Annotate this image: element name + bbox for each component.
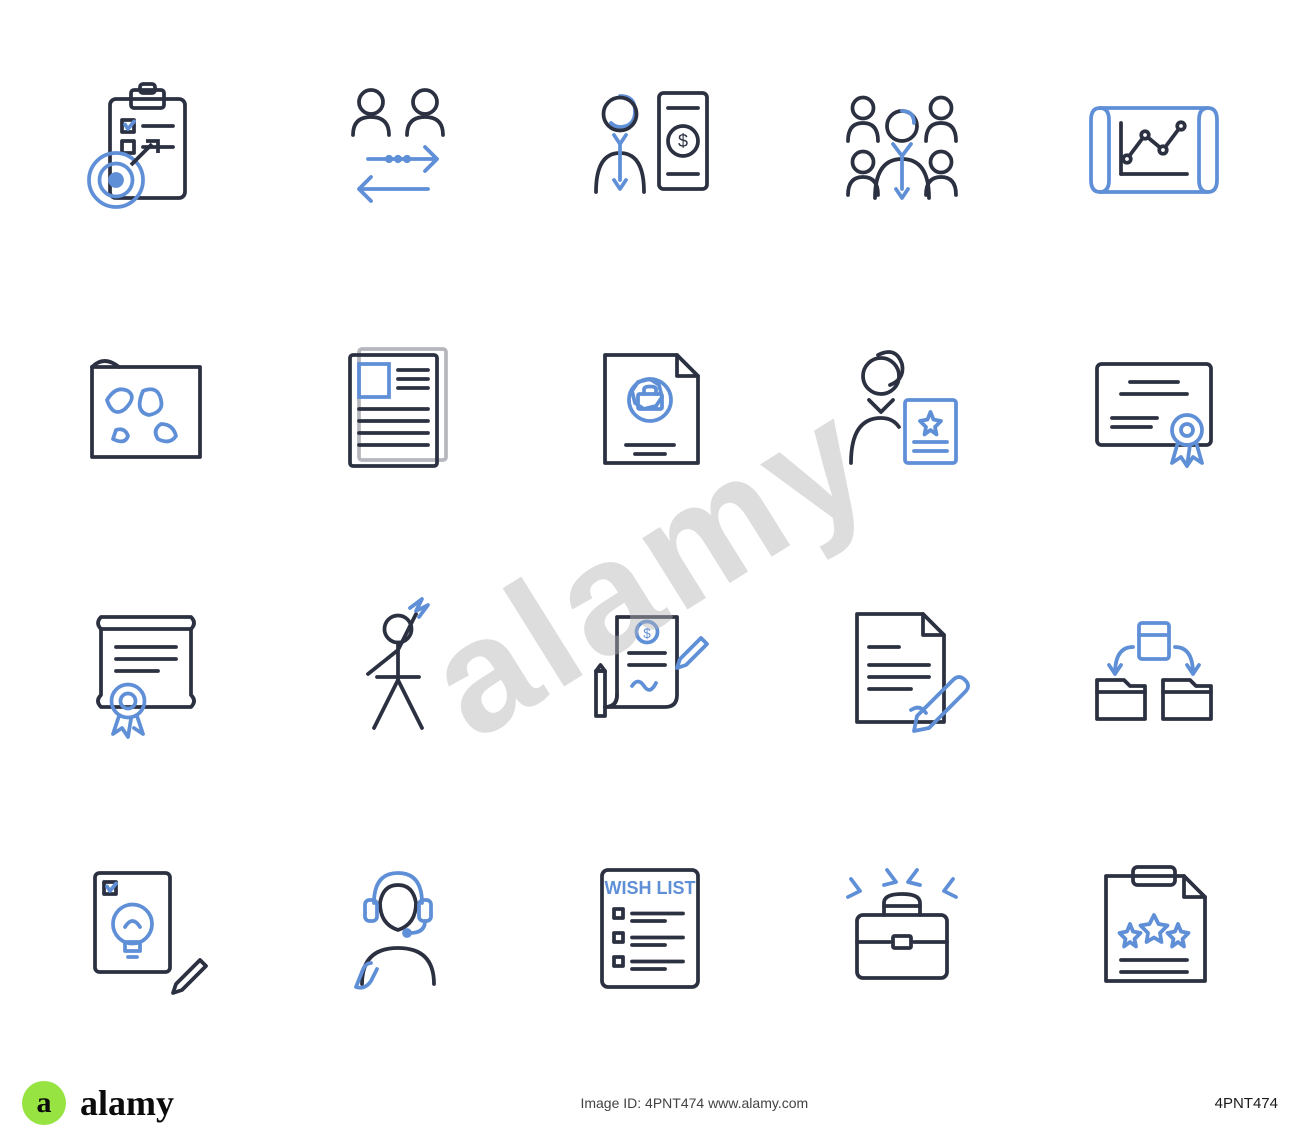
cell-star-rating-board (1028, 797, 1280, 1056)
cell-team-group (776, 20, 1028, 279)
contract-sign-icon: $ (575, 593, 725, 743)
clipboard-target-icon (71, 75, 221, 225)
briefcase-doc-icon (575, 334, 725, 484)
team-group-icon (827, 75, 977, 225)
cell-salary-person: $ (524, 20, 776, 279)
world-map-icon (71, 334, 221, 484)
victory-person-icon (323, 593, 473, 743)
alamy-wordmark: alamy (80, 1082, 174, 1124)
svg-text:$: $ (643, 626, 651, 641)
cell-write-document (776, 538, 1028, 797)
cell-blueprint-chart (1028, 20, 1280, 279)
support-agent-icon (323, 852, 473, 1002)
idea-sketch-icon (71, 852, 221, 1002)
cell-wish-list: WISH LIST (524, 797, 776, 1056)
cell-contract-sign: $ (524, 538, 776, 797)
cell-idea-sketch (20, 797, 272, 1056)
blueprint-chart-icon (1079, 75, 1229, 225)
svg-text:$: $ (678, 131, 688, 151)
cell-resume-document (272, 279, 524, 538)
cell-support-agent (272, 797, 524, 1056)
write-document-icon (827, 593, 977, 743)
cell-employee-review (776, 279, 1028, 538)
cell-certificate (1028, 279, 1280, 538)
cell-clipboard-target (20, 20, 272, 279)
briefcase-alert-icon (827, 852, 977, 1002)
folder-sync-icon (1079, 593, 1229, 743)
cell-people-swap (272, 20, 524, 279)
cell-award-scroll (20, 538, 272, 797)
cell-world-map (20, 279, 272, 538)
certificate-icon (1079, 334, 1229, 484)
wishlist-title: WISH LIST (605, 878, 696, 898)
cell-briefcase-doc (524, 279, 776, 538)
cell-victory-person (272, 538, 524, 797)
star-rating-board-icon (1079, 852, 1229, 1002)
employee-review-icon (827, 334, 977, 484)
footer-logo: a alamy (22, 1081, 174, 1125)
salary-person-icon: $ (575, 75, 725, 225)
footer-credit: Image ID: 4PNT474 www.alamy.com (174, 1095, 1215, 1111)
people-swap-icon (323, 75, 473, 225)
footer-bar: a alamy Image ID: 4PNT474 www.alamy.com … (0, 1070, 1300, 1136)
footer-image-id: 4PNT474 (1215, 1095, 1278, 1112)
cell-folder-sync (1028, 538, 1280, 797)
resume-document-icon (323, 334, 473, 484)
award-scroll-icon (71, 593, 221, 743)
alamy-badge: a (22, 1081, 66, 1125)
cell-briefcase-alert (776, 797, 1028, 1056)
icon-grid: $ (0, 0, 1300, 1136)
wish-list-icon: WISH LIST (575, 852, 725, 1002)
